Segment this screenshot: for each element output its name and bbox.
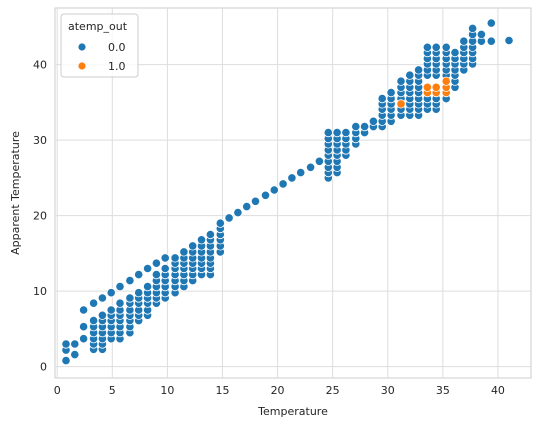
x-tick-label: 0	[54, 384, 61, 397]
data-point-series-0	[151, 258, 161, 268]
data-point-series-0	[486, 18, 496, 28]
data-point-series-0	[70, 349, 80, 360]
legend: atemp_out 0.0 1.0	[60, 13, 139, 78]
data-point-series-0	[125, 275, 135, 286]
data-point-series-0	[160, 263, 170, 274]
y-tick-label: 40	[33, 59, 47, 72]
data-point-series-0	[106, 305, 116, 315]
y-tick-label: 30	[33, 134, 47, 147]
x-tick-label: 35	[436, 384, 450, 397]
data-point-series-0	[233, 208, 243, 218]
data-point-series-0	[89, 298, 99, 308]
data-point-series-0	[278, 179, 288, 189]
data-point-series-0	[260, 190, 271, 200]
y-tick-label: 10	[33, 285, 47, 298]
data-point-series-0	[61, 355, 71, 366]
data-point-series-0	[314, 156, 324, 166]
data-point-series-0	[323, 128, 333, 138]
data-point-series-0	[160, 253, 170, 263]
data-point-series-0	[224, 213, 234, 223]
data-point-series-0	[422, 42, 432, 52]
data-point-series-0	[476, 29, 486, 40]
y-axis-ticks: 0 10 20 30 40	[33, 59, 47, 374]
data-point-series-0	[115, 281, 125, 292]
x-tick-label: 20	[271, 384, 285, 397]
data-point-series-0	[143, 281, 153, 292]
data-point-series-0	[215, 218, 225, 228]
data-point-series-0	[296, 168, 306, 178]
data-point-series-0	[151, 269, 161, 280]
x-tick-label: 10	[160, 384, 174, 397]
data-point-series-0	[134, 288, 144, 298]
data-point-series-0	[441, 42, 451, 52]
data-point-series-0	[305, 162, 316, 172]
data-point-series-0	[188, 241, 198, 251]
data-point-series-0	[61, 339, 71, 349]
x-axis-ticks: 0 5 10 15 20 25 30 35 40	[54, 384, 505, 397]
data-point-series-0	[377, 94, 387, 104]
data-point-series-0	[115, 298, 125, 308]
data-point-series-0	[386, 88, 396, 98]
data-point-series-0	[97, 293, 108, 303]
data-point-series-0	[413, 65, 424, 75]
x-tick-label: 5	[109, 384, 116, 397]
data-point-series-0	[396, 76, 406, 86]
data-point-series-0	[405, 70, 415, 80]
data-point-series-0	[368, 116, 378, 126]
data-point-series-0	[205, 229, 215, 240]
data-point-series-0	[242, 202, 252, 212]
x-tick-label: 15	[215, 384, 229, 397]
data-point-series-0	[143, 263, 153, 274]
data-point-series-0	[179, 247, 189, 257]
data-point-series-0	[134, 269, 144, 280]
data-point-series-0	[70, 339, 80, 349]
legend-entry-0: 0.0	[108, 41, 126, 54]
x-tick-label: 40	[491, 384, 505, 397]
data-point-series-0	[79, 305, 89, 315]
data-point-series-0	[459, 36, 469, 46]
y-tick-label: 0	[40, 361, 47, 374]
y-tick-label: 20	[33, 210, 47, 223]
data-point-series-0	[170, 253, 180, 263]
data-point-series-1	[431, 82, 441, 92]
data-point-series-0	[332, 128, 342, 138]
data-point-series-0	[79, 334, 89, 344]
data-point-series-1	[441, 76, 451, 86]
data-point-series-0	[467, 23, 478, 34]
data-point-series-0	[450, 47, 460, 58]
data-points	[61, 18, 514, 366]
data-point-series-1	[396, 99, 406, 109]
x-tick-label: 25	[326, 384, 340, 397]
data-point-series-0	[359, 122, 370, 132]
data-point-series-0	[431, 42, 441, 52]
legend-marker-0	[77, 42, 87, 52]
data-point-series-0	[250, 196, 261, 206]
data-point-series-0	[79, 322, 89, 332]
x-tick-label: 30	[381, 384, 395, 397]
legend-entry-1: 1.0	[108, 60, 126, 73]
data-point-series-0	[106, 288, 116, 298]
data-point-series-0	[269, 185, 279, 195]
data-point-series-0	[351, 122, 361, 132]
y-axis-label: Apparent Temperature	[9, 131, 22, 255]
data-point-series-0	[196, 235, 207, 245]
data-point-series-0	[89, 315, 99, 326]
data-point-series-0	[341, 128, 351, 138]
data-point-series-0	[287, 173, 297, 183]
legend-marker-1	[77, 61, 87, 71]
data-point-series-0	[486, 36, 496, 46]
x-axis-label: Temperature	[257, 405, 328, 418]
legend-box	[60, 13, 139, 78]
data-point-series-0	[125, 293, 135, 303]
data-point-series-0	[504, 35, 514, 46]
legend-title: atemp_out	[68, 20, 128, 33]
data-point-series-1	[422, 82, 432, 92]
data-point-series-0	[97, 310, 108, 320]
